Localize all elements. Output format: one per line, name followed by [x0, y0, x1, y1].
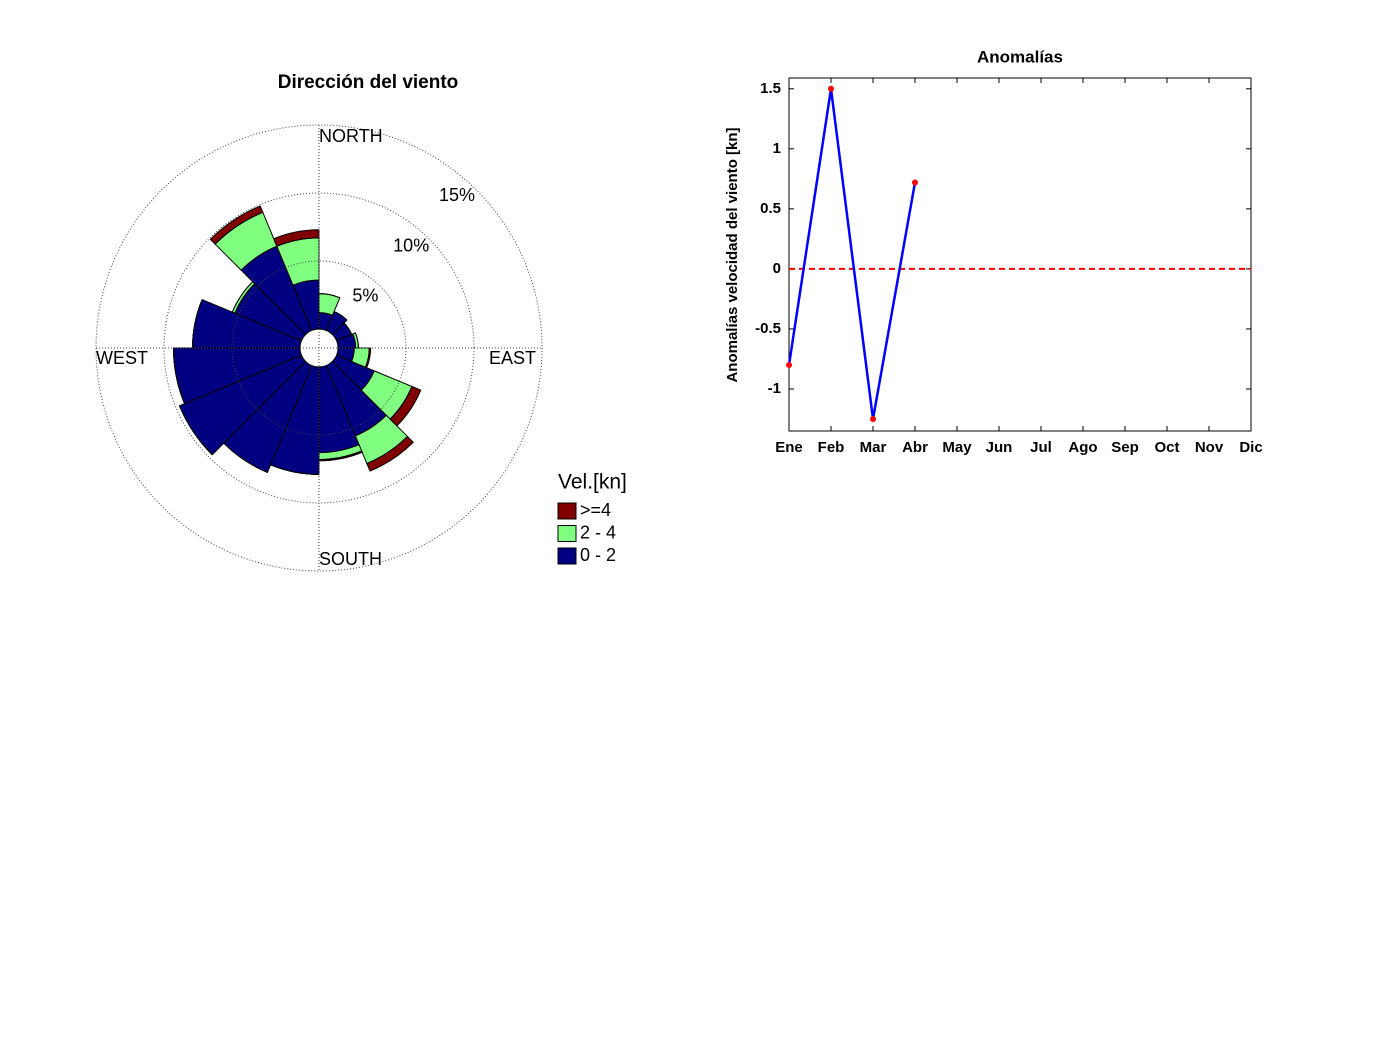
data-point	[786, 361, 792, 368]
x-tick-label: Jun	[986, 439, 1013, 456]
data-point	[828, 85, 834, 92]
x-tick-label: Mar	[860, 439, 887, 456]
compass-label: WEST	[96, 348, 148, 368]
chart-title: Anomalías	[977, 47, 1063, 66]
legend-swatch	[557, 502, 577, 520]
y-tick-label: -0.5	[755, 320, 781, 337]
rose-segment	[173, 347, 186, 404]
y-tick-label: 0	[773, 260, 781, 277]
x-tick-label: Ene	[775, 439, 803, 456]
y-tick-label: 1.5	[760, 80, 781, 97]
r-tick-label: 10%	[393, 235, 429, 255]
rose-segment	[209, 205, 264, 245]
compass-label: SOUTH	[319, 549, 382, 569]
x-tick-label: Sep	[1111, 439, 1139, 456]
r-tick-label: 15%	[439, 185, 475, 205]
rose-segment	[366, 435, 414, 472]
y-tick-label: -1	[768, 380, 781, 397]
rose-segment	[273, 229, 320, 247]
rose-segment	[318, 450, 363, 462]
legend-title: Vel.[kn]	[558, 471, 627, 494]
x-tick-label: Abr	[902, 439, 928, 456]
x-tick-label: Oct	[1154, 439, 1179, 456]
r-tick-label: 5%	[352, 286, 378, 306]
compass-label: NORTH	[319, 126, 383, 146]
y-tick-label: 1	[773, 140, 781, 157]
x-tick-label: Jul	[1030, 439, 1052, 456]
y-tick-label: 0.5	[760, 200, 781, 217]
legend-label: >=4	[580, 500, 611, 520]
data-line	[787, 88, 917, 420]
rose-segment	[179, 405, 213, 456]
legend-swatch	[557, 547, 577, 565]
rose-segment	[223, 442, 268, 473]
rose-segment	[333, 311, 348, 321]
x-tick-label: May	[942, 439, 972, 456]
rose-segment	[231, 281, 254, 313]
legend-label: 2 - 4	[580, 522, 616, 542]
compass-label: EAST	[489, 348, 536, 368]
rose-segment	[354, 332, 359, 349]
data-point	[912, 179, 918, 186]
y-axis-label: Anomalías velocidad del viento [kn]	[724, 127, 741, 382]
x-tick-label: Ago	[1068, 439, 1097, 456]
rose-segment	[389, 385, 422, 427]
data-point	[870, 415, 876, 422]
plot-frame	[788, 77, 1252, 432]
x-tick-label: Feb	[818, 439, 845, 456]
x-tick-label: Dic	[1239, 439, 1262, 456]
legend-swatch	[557, 525, 577, 542]
chart-title: Dirección del viento	[278, 72, 459, 93]
legend-label: 0 - 2	[580, 545, 616, 565]
rose-segment	[364, 347, 372, 369]
x-tick-label: Nov	[1195, 439, 1224, 456]
